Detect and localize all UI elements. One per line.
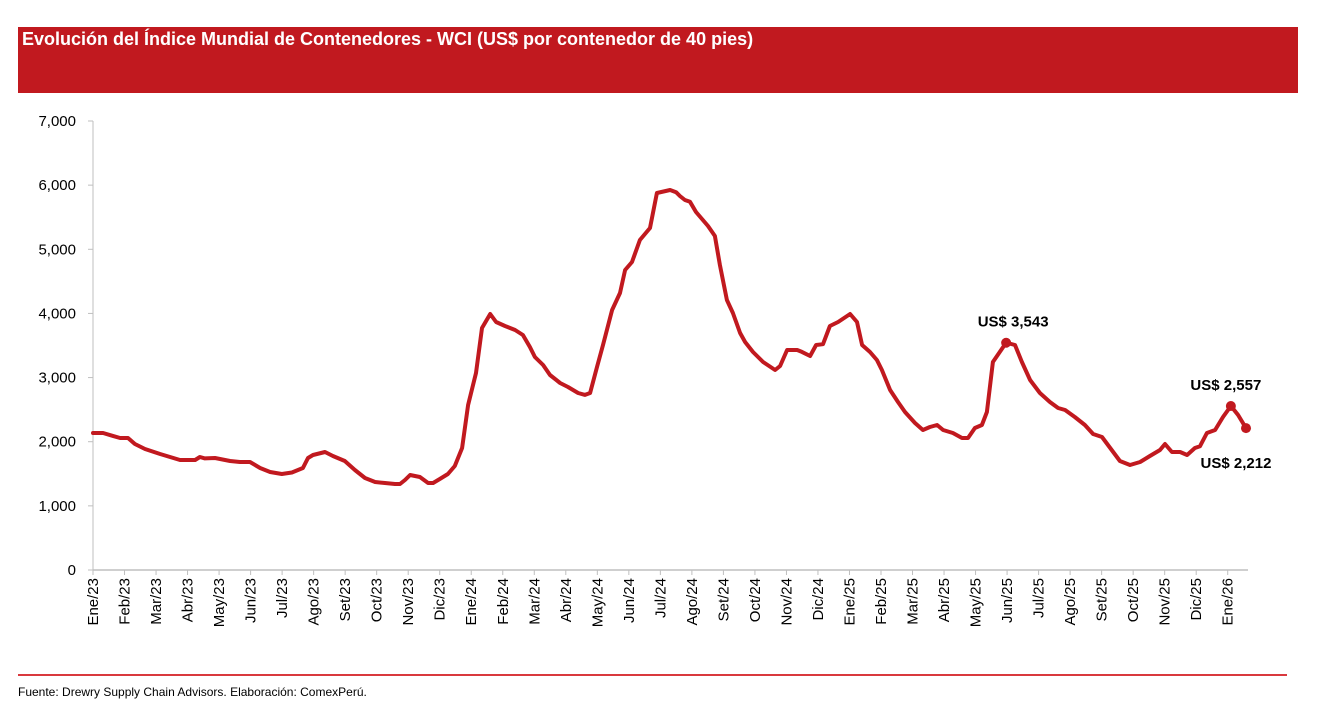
x-tick-label: Ago/25 [1062, 578, 1079, 626]
x-tick-label: Feb/24 [495, 578, 512, 625]
x-tick-label: Oct/24 [747, 578, 764, 622]
chart-title: Evolución del Índice Mundial de Contened… [22, 29, 754, 49]
x-tick-label: Ago/23 [306, 578, 323, 626]
x-tick-label: Jul/24 [652, 578, 669, 618]
x-tick-label: Set/24 [715, 578, 732, 621]
x-tick-label: Jun/24 [621, 578, 638, 623]
x-tick-label: Jun/23 [243, 578, 260, 623]
x-tick-label: May/23 [211, 578, 228, 627]
source-note: Fuente: Drewry Supply Chain Advisors. El… [18, 685, 367, 699]
y-tick-label: 0 [68, 562, 76, 579]
x-tick-label: Nov/25 [1157, 578, 1174, 626]
x-tick-label: Mar/25 [905, 578, 922, 625]
x-tick-label: Nov/24 [778, 578, 795, 626]
x-tick-label: Mar/24 [526, 578, 543, 625]
annotation-marker [1225, 400, 1236, 411]
annotation-label: US$ 2,212 [1201, 455, 1272, 472]
x-tick-label: May/24 [589, 578, 606, 627]
y-tick-label: 6,000 [38, 177, 76, 194]
series-line-wci [91, 188, 1248, 486]
y-tick-label: 2,000 [38, 434, 76, 451]
y-tick-label: 4,000 [38, 305, 76, 322]
x-tick-label: Oct/23 [369, 578, 386, 622]
x-tick-label: Feb/25 [873, 578, 890, 625]
x-tick-label: Ene/26 [1220, 578, 1237, 626]
y-tick-label: 1,000 [38, 498, 76, 515]
x-tick-label: Dic/25 [1188, 578, 1205, 621]
x-tick-label: Abr/25 [936, 578, 953, 622]
y-tick-label: 7,000 [38, 113, 76, 130]
x-tick-label: Feb/23 [117, 578, 134, 625]
x-tick-label: Ago/24 [684, 578, 701, 626]
x-tick-label: Abr/24 [558, 578, 575, 622]
annotation-marker [1001, 337, 1012, 348]
x-tick-label: Jul/23 [274, 578, 291, 618]
annotation-label: US$ 2,557 [1190, 377, 1261, 394]
x-tick-label: Abr/23 [180, 578, 197, 622]
footer-divider [18, 674, 1287, 676]
x-tick-label: Jun/25 [999, 578, 1016, 623]
y-tick-label: 3,000 [38, 370, 76, 387]
annotation-label: US$ 3,543 [978, 314, 1049, 331]
x-tick-label: Nov/23 [400, 578, 417, 626]
x-tick-label: Oct/25 [1125, 578, 1142, 622]
y-tick-label: 5,000 [38, 241, 76, 258]
x-tick-label: Set/23 [337, 578, 354, 621]
x-tick-label: Ene/25 [841, 578, 858, 626]
x-tick-label: Ene/24 [463, 578, 480, 626]
x-tick-label: Jul/25 [1031, 578, 1048, 618]
x-tick-label: Mar/23 [148, 578, 165, 625]
annotation-marker [1241, 423, 1252, 434]
title-bar [18, 27, 1298, 93]
x-tick-label: Ene/23 [85, 578, 102, 626]
x-tick-label: Set/25 [1094, 578, 1111, 621]
x-tick-label: Dic/23 [432, 578, 449, 621]
x-tick-label: May/25 [968, 578, 985, 627]
x-tick-label: Dic/24 [810, 578, 827, 621]
